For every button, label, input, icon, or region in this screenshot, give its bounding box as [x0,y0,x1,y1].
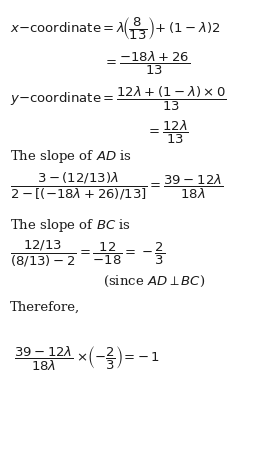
Text: Therefore,: Therefore, [10,300,80,314]
Text: $\dfrac{39-12\lambda}{18\lambda}\times\!\left(-\dfrac{2}{3}\right)\!=\!-1$: $\dfrac{39-12\lambda}{18\lambda}\times\!… [14,345,160,373]
Text: (since $AD\perp BC$): (since $AD\perp BC$) [103,274,205,289]
Text: $\dfrac{12/13}{(8/13)-2}=\dfrac{12}{-18}=-\dfrac{2}{3}$: $\dfrac{12/13}{(8/13)-2}=\dfrac{12}{-18}… [10,239,166,269]
Text: $=\dfrac{12\lambda}{13}$: $=\dfrac{12\lambda}{13}$ [146,119,189,146]
Text: $x\mathrm{-coordinate} = \lambda\!\left(\dfrac{8}{13}\right)\!+(1-\lambda)2$: $x\mathrm{-coordinate} = \lambda\!\left(… [10,15,221,42]
Text: $\dfrac{3-(12/13)\lambda}{2-[(-18\lambda+26)/13]}=\dfrac{39-12\lambda}{18\lambda: $\dfrac{3-(12/13)\lambda}{2-[(-18\lambda… [10,171,224,202]
Text: The slope of $AD$ is: The slope of $AD$ is [10,148,132,165]
Text: $=\dfrac{-18\lambda+26}{13}$: $=\dfrac{-18\lambda+26}{13}$ [103,49,190,77]
Text: The slope of $BC$ is: The slope of $BC$ is [10,217,131,234]
Text: $y\mathrm{-coordinate} = \dfrac{12\lambda+(1-\lambda)\times0}{13}$: $y\mathrm{-coordinate} = \dfrac{12\lambd… [10,85,227,113]
